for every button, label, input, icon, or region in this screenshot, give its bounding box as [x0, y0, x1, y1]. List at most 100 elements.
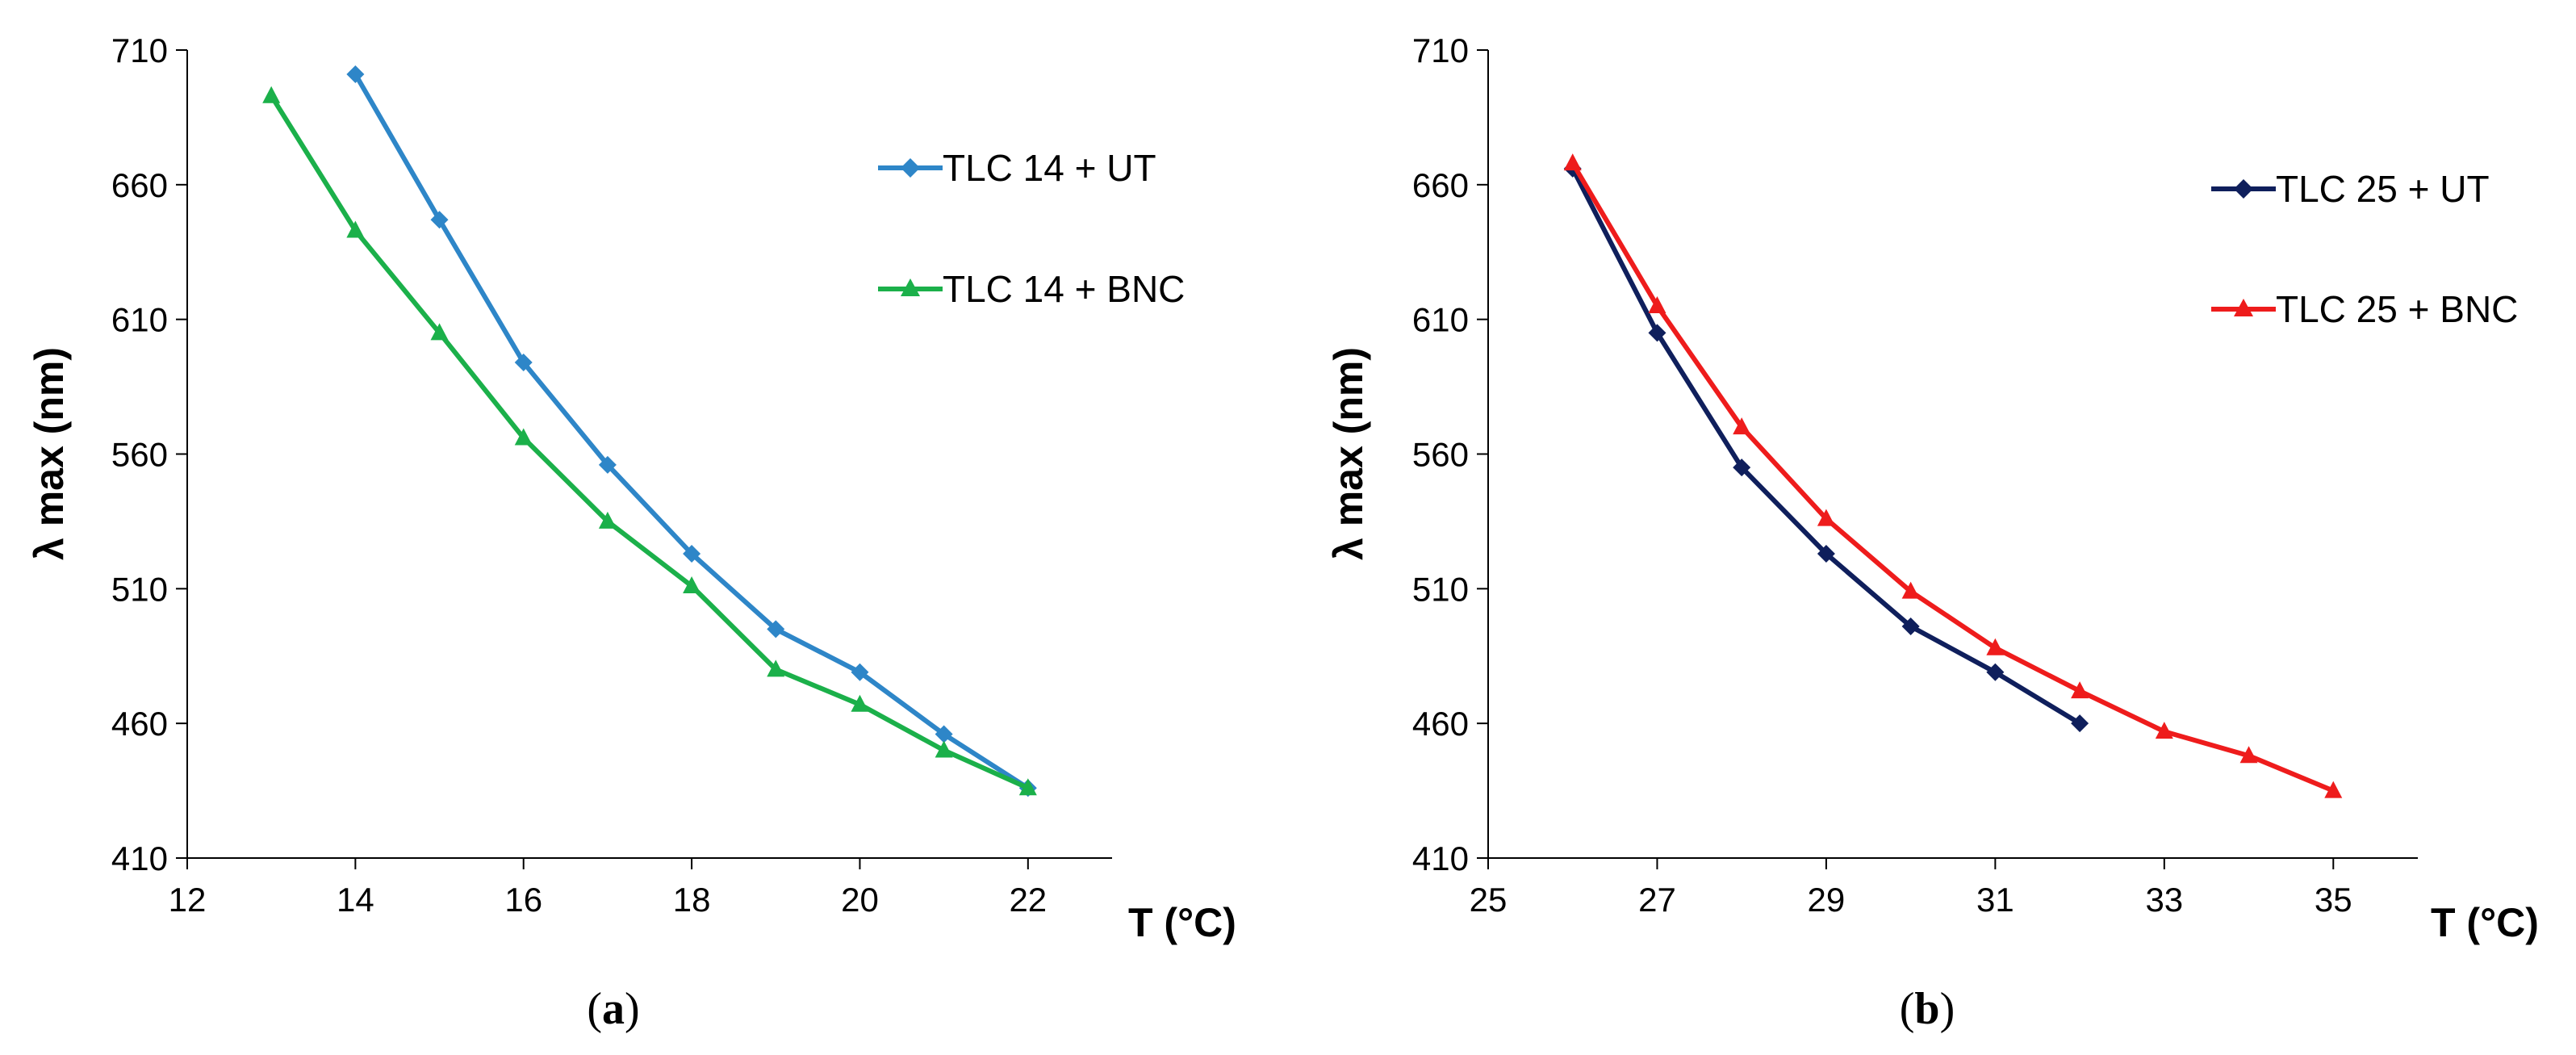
- data-point: [851, 663, 869, 681]
- legend-item-tlc25-bnc: TLC 25 + BNC: [2211, 288, 2518, 330]
- series-2: [1563, 153, 2343, 798]
- data-point: [262, 86, 281, 103]
- data-point: [767, 620, 785, 638]
- x-tick-label: 18: [673, 881, 711, 919]
- x-axis-title: T (°C): [2431, 900, 2539, 945]
- data-point: [598, 455, 617, 474]
- y-tick-label: 660: [111, 166, 168, 204]
- data-point: [851, 694, 869, 712]
- data-point: [683, 544, 701, 563]
- data-point: [1648, 324, 1666, 342]
- y-tick-group: 410 460 510 560 610 660 710: [111, 31, 187, 877]
- y-tick-group: 410 460 510 560 610 660 710: [1412, 31, 1488, 877]
- series-line: [1570, 167, 2081, 726]
- data-point: [1563, 153, 1582, 171]
- legend-item-tlc14-bnc: TLC 14 + BNC: [878, 268, 1185, 310]
- y-tick-label: 460: [1412, 705, 1469, 743]
- panel-label-open: (: [1900, 984, 1915, 1034]
- legend-item-tlc25-ut: TLC 25 + UT: [2211, 168, 2490, 210]
- legend-label-tlc25-bnc: TLC 25 + BNC: [2276, 288, 2518, 330]
- data-point: [1018, 778, 1037, 796]
- y-tick-label: 410: [111, 839, 168, 877]
- data-point: [1817, 509, 1835, 526]
- x-tick-label: 14: [337, 881, 374, 919]
- x-tick-label: 12: [169, 881, 207, 919]
- x-axis-title: T (°C): [1128, 900, 1236, 945]
- x-tick-group: 25 27 29 31 33 35: [1470, 858, 2352, 919]
- y-tick-label: 510: [1412, 570, 1469, 608]
- data-point: [1733, 417, 1751, 435]
- data-point: [2071, 714, 2089, 733]
- y-tick-label: 660: [1412, 166, 1469, 204]
- data-point: [1817, 544, 1835, 563]
- legend-label-tlc14-ut: TLC 14 + UT: [943, 147, 1156, 189]
- panel-label-close: ): [1940, 984, 1955, 1034]
- y-tick-label: 610: [111, 301, 168, 339]
- x-tick-label: 33: [2145, 881, 2183, 919]
- data-point: [935, 725, 953, 743]
- data-point: [2071, 681, 2089, 699]
- data-point: [1986, 663, 2005, 681]
- y-tick-label: 560: [111, 436, 168, 474]
- data-point: [346, 220, 365, 238]
- legend-marker-tlc25-ut: [2234, 179, 2253, 199]
- data-point: [514, 428, 533, 446]
- data-point: [1648, 295, 1666, 313]
- y-tick-label: 710: [1412, 31, 1469, 69]
- y-tick-label: 710: [111, 31, 168, 69]
- data-point: [1986, 638, 2005, 655]
- x-tick-label: 29: [1808, 881, 1846, 919]
- series-1: [1563, 159, 2089, 733]
- chart-panel-b: 410 460 510 560 610 660 710 25 27 29 31 33 35 λ max…: [1326, 31, 2539, 1034]
- legend-marker-tlc25-bnc: [2234, 299, 2253, 316]
- x-tick-label: 20: [841, 881, 879, 919]
- data-point: [1901, 581, 1920, 599]
- x-tick-label: 16: [504, 881, 542, 919]
- legend: TLC 14 + UT TLC 14 + BNC: [878, 147, 1185, 310]
- x-tick-label: 25: [1470, 881, 1508, 919]
- data-point: [598, 511, 617, 529]
- legend-label-tlc14-bnc: TLC 14 + BNC: [943, 268, 1185, 310]
- y-tick-label: 610: [1412, 301, 1469, 339]
- chart-panel-a: 410 460 510 560 610 660 710 12 14 16 18 20 22 λ max…: [27, 31, 1236, 1034]
- panel-label-letter: a: [602, 984, 625, 1034]
- data-point: [2239, 746, 2258, 764]
- y-tick-label: 410: [1412, 839, 1469, 877]
- data-point: [935, 740, 953, 758]
- data-point: [767, 659, 785, 677]
- x-tick-label: 31: [1976, 881, 2014, 919]
- series-line: [1570, 161, 2335, 793]
- data-point: [2155, 722, 2173, 739]
- data-point: [2324, 781, 2343, 798]
- panel-label-open: (: [587, 984, 602, 1034]
- x-tick-label: 22: [1009, 881, 1047, 919]
- data-point: [346, 65, 365, 84]
- data-point: [430, 211, 449, 229]
- legend-label-tlc25-ut: TLC 25 + UT: [2276, 168, 2490, 210]
- legend-item-tlc14-ut: TLC 14 + UT: [878, 147, 1156, 189]
- series-line: [269, 94, 1030, 790]
- series-line: [353, 73, 1030, 790]
- data-point: [514, 354, 533, 372]
- series-2: [262, 86, 1037, 796]
- panel-label-close: ): [625, 984, 640, 1034]
- data-point: [430, 323, 449, 341]
- series-layer: [262, 65, 1037, 798]
- panel-label-b: (b): [1900, 984, 1955, 1034]
- data-point: [1733, 458, 1751, 477]
- y-tick-label: 560: [1412, 436, 1469, 474]
- series-layer: [1563, 153, 2343, 798]
- x-tick-label: 35: [2315, 881, 2352, 919]
- series-1: [346, 65, 1037, 798]
- panel-label-letter: b: [1914, 984, 1939, 1034]
- y-tick-label: 510: [111, 570, 168, 608]
- legend: TLC 25 + UT TLC 25 + BNC: [2211, 168, 2518, 330]
- x-tick-group: 12 14 16 18 20 22: [169, 858, 1047, 919]
- x-tick-label: 27: [1638, 881, 1676, 919]
- panel-label-a: (a): [587, 984, 639, 1034]
- y-tick-label: 460: [111, 705, 168, 743]
- y-axis-title: λ max (nm): [27, 347, 72, 560]
- legend-marker-tlc14-ut: [901, 158, 920, 178]
- data-point: [1901, 618, 1920, 636]
